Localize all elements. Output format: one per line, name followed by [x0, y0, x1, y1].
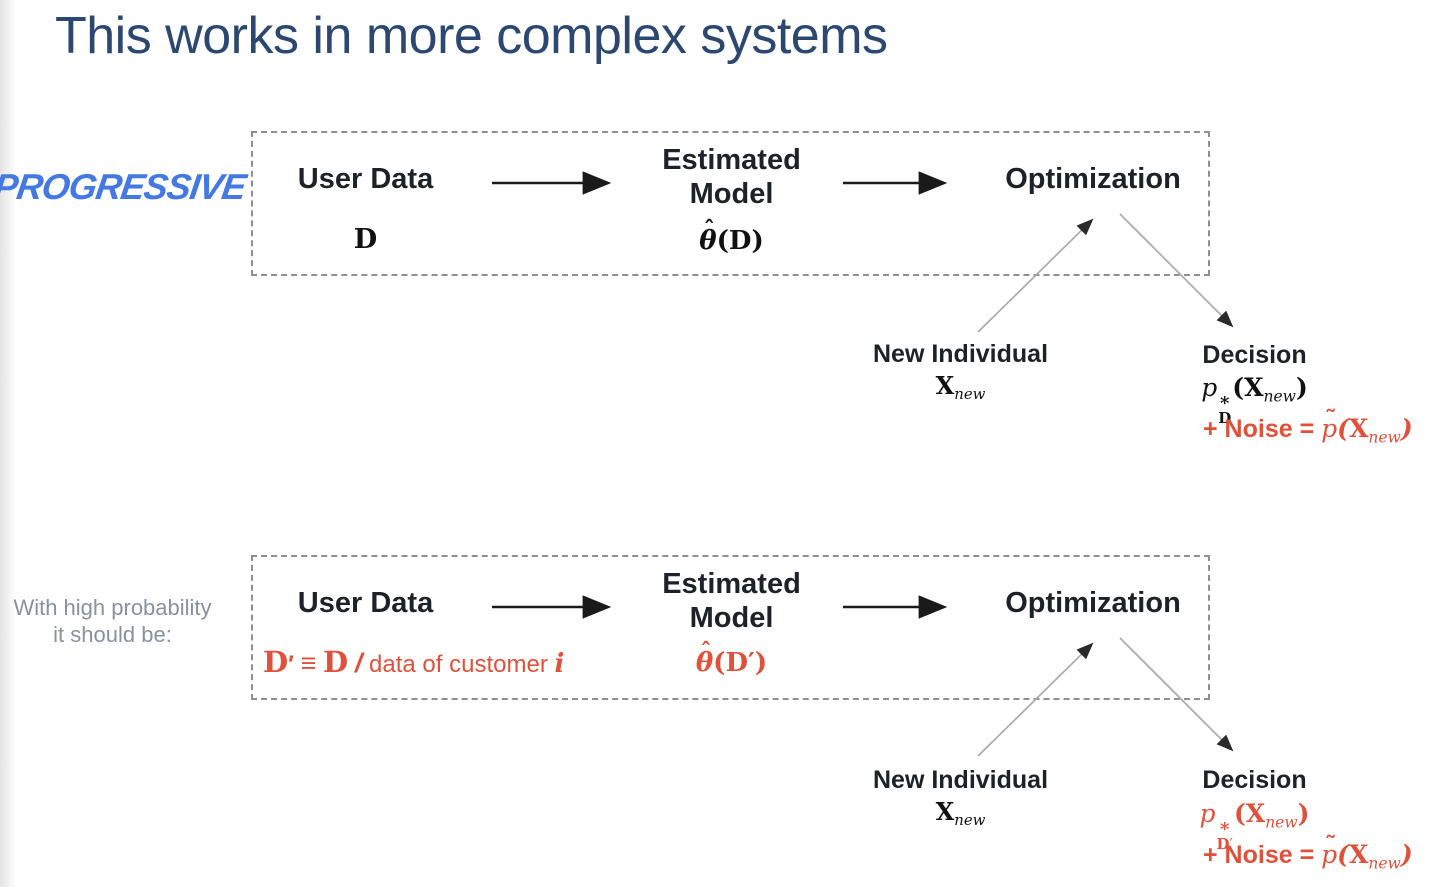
diagram1-optimization-label: Optimization: [1005, 163, 1181, 195]
estimated-line: Estimated: [662, 144, 801, 176]
diagram1-estimated-model-label: Estimated Model: [634, 143, 829, 211]
progressive-logo: PROGRESSIVE: [0, 166, 249, 207]
diagram2-estimated-model-label: Estimated Model: [634, 567, 829, 635]
diagram2-new-individual-label: New Individual: [872, 766, 1049, 794]
p-star-sub-d: * D: [1218, 392, 1232, 428]
diagram2-box: [251, 555, 1210, 700]
diagram2-user-data-label: User Data: [297, 587, 434, 619]
diagram2-user-data-formula: D′ ≡ D / data of customer i: [263, 645, 565, 679]
p-tilde: ˜ p: [1321, 404, 1338, 443]
diagram1-user-data-label: User Data: [297, 163, 434, 195]
diagram1-noise-formula: + Noise = ˜ p(Xnew): [1203, 404, 1413, 447]
diagram2-noise-formula: + Noise = ˜ p(Xnew): [1203, 830, 1413, 873]
diagram2-decision-label: Decision: [1202, 766, 1307, 794]
p-tilde: ˜ p: [1321, 830, 1338, 869]
slide-title: This works in more complex systems: [55, 7, 888, 65]
diagram1-new-individual-label: New Individual: [872, 340, 1049, 368]
side-note: With high probability it should be:: [13, 595, 212, 647]
diagram1-xnew-formula: Xnew: [935, 371, 986, 404]
diagram1-box: [251, 131, 1210, 276]
diagram2-xnew-formula: Xnew: [935, 797, 986, 830]
estimated-line: Estimated: [662, 568, 801, 600]
diagram2-decision-formula: p * D′ (Xnew): [1199, 799, 1310, 854]
left-edge-shadow: [0, 0, 16, 887]
diagram2-optimization-label: Optimization: [1005, 587, 1181, 619]
model-line: Model: [689, 178, 774, 210]
diagram1-decision-formula: p * D (Xnew): [1201, 373, 1308, 428]
diagram2-model-formula: ˆ θ(D′): [695, 639, 768, 678]
diagram1-decision-label: Decision: [1202, 341, 1307, 369]
diagram1-model-formula: ˆ θ(D): [699, 217, 764, 256]
diagram1-user-data-symbol: D: [353, 224, 378, 255]
p-star-sub-d-prime: * D′: [1216, 818, 1233, 854]
model-line: Model: [689, 602, 774, 634]
